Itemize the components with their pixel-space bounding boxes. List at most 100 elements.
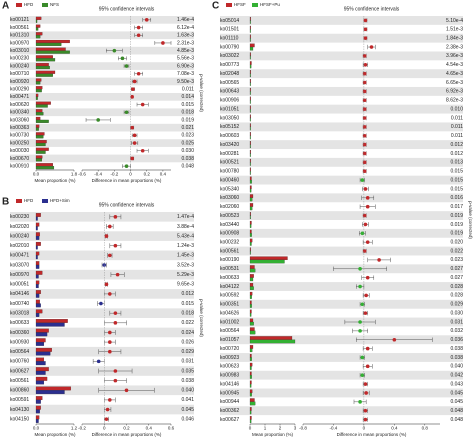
category-label: ko00190 (220, 257, 239, 263)
diff-axis-title: Difference in mean proportions (%) (92, 178, 162, 183)
diff-point (108, 330, 112, 335)
category-label: ko04150 (10, 417, 29, 423)
p-value: 0.019 (181, 117, 194, 123)
category-label: ko00906 (220, 98, 239, 104)
category-label: ko02048 (220, 71, 239, 77)
p-value: 6.65e-3 (446, 80, 463, 86)
diff-point (105, 407, 110, 412)
ci-title: 95% confidence intervals (99, 202, 155, 208)
row-stripe (220, 193, 463, 203)
bar (35, 166, 55, 170)
bar (35, 150, 46, 154)
diff-point (360, 178, 365, 182)
x-tick-label: 0 (103, 426, 106, 431)
bar (35, 299, 40, 304)
p-value: 3.88e-4 (177, 224, 194, 230)
p-value: 1.45e-3 (177, 253, 194, 259)
diff-point (99, 301, 103, 306)
p-value: 0.045 (450, 390, 463, 396)
bar (249, 283, 254, 287)
bar (35, 39, 70, 44)
bar (35, 63, 49, 67)
p-value: 0.045 (450, 399, 463, 405)
bar (249, 339, 296, 344)
p-value: 5.29e-3 (177, 272, 194, 278)
bar (35, 280, 40, 285)
bar (249, 357, 252, 361)
bar (249, 291, 253, 296)
category-label: ko00561 (10, 378, 29, 384)
diff-point (130, 125, 134, 130)
x-tick-label: 2 (279, 426, 282, 431)
row-stripe (220, 140, 463, 150)
p-value: 1.46e-4 (177, 17, 194, 23)
category-label: ko00561 (10, 25, 29, 31)
row-stripe (10, 289, 194, 299)
diff-point (140, 148, 145, 153)
bar (249, 194, 254, 198)
p-value: 0.027 (450, 275, 463, 281)
bar (35, 405, 41, 410)
legend-label: HFD (24, 198, 34, 203)
y-axis-title: p-value (corrected) (468, 201, 473, 239)
p-value: 0.011 (451, 124, 463, 130)
diff-point (364, 293, 368, 298)
row-stripe (220, 122, 463, 132)
diff-point (132, 141, 137, 145)
bar (249, 354, 252, 358)
category-label: ko00623 (220, 364, 239, 370)
diff-point (362, 151, 367, 156)
bar (249, 410, 252, 415)
diff-point (120, 56, 125, 61)
p-value: 0.020 (450, 240, 463, 246)
bar (249, 229, 252, 234)
category-label: ko00910 (10, 163, 29, 169)
row-stripe (220, 317, 463, 327)
row-stripe (10, 46, 194, 55)
diff-point (132, 79, 137, 84)
bar (249, 29, 251, 33)
row-stripe (10, 231, 194, 241)
x-tick-label: 0.0 (33, 172, 40, 177)
bar (249, 34, 251, 39)
category-label: ko00460 (220, 177, 239, 183)
bar (249, 141, 251, 145)
bar (35, 135, 44, 139)
row-stripe (220, 86, 463, 96)
category-label: ko02060 (220, 204, 239, 210)
legend-label: HFD (24, 2, 34, 7)
row-stripe (10, 250, 194, 261)
p-value: 0.026 (181, 339, 194, 345)
category-label: ko00603 (220, 133, 239, 139)
bar (249, 259, 285, 264)
diff-point (364, 391, 368, 395)
x-tick-label: 0.6 (168, 426, 175, 431)
row-stripe (220, 388, 463, 398)
category-label: ko00564 (220, 328, 239, 334)
bar (249, 167, 251, 172)
category-label: ko00351 (220, 302, 239, 308)
diff-point (360, 231, 365, 236)
p-value: 0.038 (181, 156, 194, 162)
bar (249, 70, 251, 74)
bar (35, 351, 51, 356)
bar (35, 65, 50, 70)
row-stripe (220, 69, 463, 79)
category-label: ko00290 (10, 86, 29, 92)
diff-point (360, 355, 365, 360)
p-value: 0.030 (181, 148, 194, 154)
category-label: ko00860 (10, 388, 29, 394)
bar (249, 327, 255, 331)
diff-point (112, 48, 117, 53)
row-stripe (220, 175, 463, 185)
bar (249, 105, 251, 110)
legend-swatch (42, 199, 48, 203)
diff-point (113, 311, 118, 315)
bar (35, 216, 38, 221)
row-stripe (10, 123, 194, 132)
bar (249, 64, 252, 69)
bar (249, 203, 254, 207)
diff-point (113, 369, 118, 373)
diff-point (363, 62, 368, 67)
bar (35, 73, 53, 77)
